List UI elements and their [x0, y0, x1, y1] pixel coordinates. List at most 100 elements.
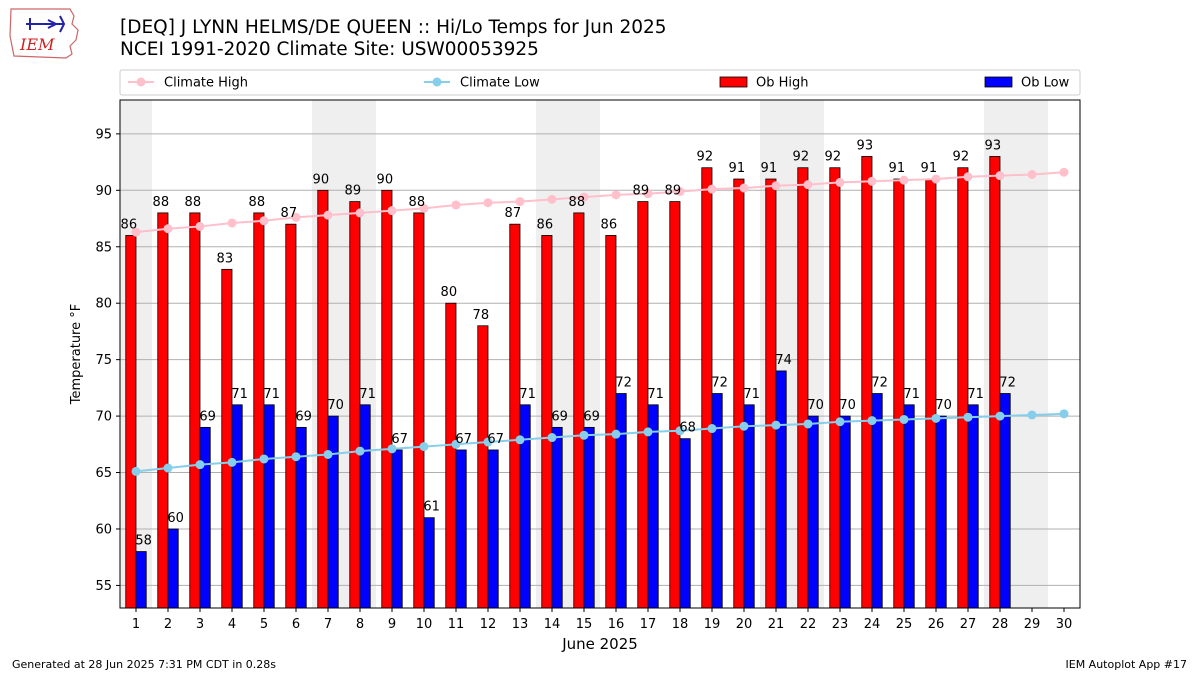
climate-high-line: [135, 171, 1065, 234]
climate-high-point: [131, 227, 141, 237]
x-tick-label: 24: [864, 617, 881, 632]
x-tick-label: 20: [736, 617, 753, 632]
low-value-label: 71: [647, 387, 664, 402]
low-bar: [935, 415, 947, 609]
x-tick-label: 4: [228, 617, 236, 632]
x-tick-label: 7: [324, 617, 332, 632]
footer-generated-text: Generated at 28 Jun 2025 7:31 PM CDT in …: [12, 658, 277, 671]
high-bar: [157, 212, 169, 609]
x-tick-label: 9: [388, 617, 396, 632]
low-bar: [839, 415, 851, 609]
low-bar: [263, 404, 275, 609]
climate-low-point: [1027, 410, 1037, 420]
climate-high-point: [611, 190, 621, 200]
high-value-label: 91: [761, 161, 778, 176]
legend-marker: [136, 77, 146, 87]
climate-high-point: [387, 206, 397, 216]
low-value-label: 71: [967, 387, 984, 402]
high-bar: [669, 201, 681, 609]
x-tick-label: 21: [768, 617, 785, 632]
low-value-label: 69: [295, 409, 312, 424]
y-tick-label: 80: [95, 297, 112, 312]
low-value-label: 61: [423, 500, 440, 515]
high-value-label: 83: [217, 251, 234, 266]
x-tick-label: 5: [260, 617, 268, 632]
low-value-label: 70: [935, 398, 952, 413]
low-value-label: 69: [583, 409, 600, 424]
high-value-label: 90: [313, 172, 330, 187]
climate-high-point: [867, 176, 877, 186]
climate-low-point: [387, 444, 397, 454]
high-bar: [349, 201, 361, 609]
climate-high-point: [675, 186, 685, 196]
legend-swatch: [719, 76, 748, 88]
bar-value-labels: 86 88 88 83 88 87 90 89 90 88 80 78 87 86 88 86 89 89 92 91…: [121, 138, 1016, 548]
high-value-label: 88: [409, 195, 426, 210]
high-bar: [829, 167, 841, 609]
low-value-label: 71: [903, 387, 920, 402]
legend-marker: [432, 77, 442, 87]
climate-high-point: [323, 210, 333, 220]
climate-high-point: [195, 221, 205, 231]
x-tick-label: 12: [480, 617, 497, 632]
low-value-label: 69: [199, 409, 216, 424]
iowa-outline-icon: [9, 8, 79, 59]
climate-high-point: [259, 216, 269, 226]
high-value-label: 93: [857, 138, 874, 153]
climate-low-point: [931, 413, 941, 423]
low-bar: [967, 404, 979, 609]
low-bar: [135, 551, 147, 609]
y-tick-label: 85: [95, 240, 112, 255]
legend-swatch: [984, 76, 1013, 88]
climate-low-point: [803, 419, 813, 429]
high-bar: [381, 189, 393, 609]
x-tick-label: 23: [832, 617, 849, 632]
x-tick-label: 15: [576, 617, 593, 632]
low-value-label: 70: [807, 398, 824, 413]
climate-low-point: [451, 439, 461, 449]
y-tick-label: 55: [95, 579, 112, 594]
climate-low-point: [963, 412, 973, 422]
weather-station-icon: [26, 15, 66, 33]
climate-low-point: [611, 429, 621, 439]
climate-high-point: [707, 184, 717, 194]
y-tick-label: 70: [95, 410, 112, 425]
climate-low-point: [323, 449, 333, 459]
legend-label: Ob High: [756, 76, 809, 91]
x-tick-label: 8: [356, 617, 364, 632]
legend-label: Climate Low: [460, 76, 540, 91]
low-bar: [551, 426, 563, 609]
high-value-label: 89: [665, 184, 682, 199]
x-axis-label: June 2025: [561, 635, 638, 653]
climate-low-point: [995, 411, 1005, 421]
climate-low-point: [643, 427, 653, 437]
legend: Climate High Climate Low Ob High Ob Low: [119, 69, 1081, 96]
low-bar: [679, 438, 691, 609]
x-tick-label: 11: [448, 617, 465, 632]
climate-low-point: [419, 442, 429, 452]
x-tick-label: 16: [608, 617, 625, 632]
x-tick-label: 19: [704, 617, 721, 632]
y-tick-label: 75: [95, 353, 112, 368]
climate-high-point: [451, 200, 461, 210]
climate-low-point: [259, 454, 269, 464]
climate-low-point: [579, 430, 589, 440]
climate-low-point: [675, 426, 685, 436]
plot-frame: [119, 99, 1081, 609]
low-bar: [423, 517, 435, 609]
x-tick-label: 10: [416, 617, 433, 632]
high-value-label: 87: [281, 206, 298, 221]
low-bar: [231, 404, 243, 609]
chart-subtitle: NCEI 1991-2020 Climate Site: USW00053925: [120, 39, 539, 60]
chart-title: [DEQ] J LYNN HELMS/DE QUEEN :: Hi/Lo Tem…: [120, 17, 667, 38]
climate-high-point: [963, 172, 973, 182]
high-bar: [605, 235, 617, 609]
high-value-label: 86: [537, 217, 554, 232]
high-value-label: 91: [921, 161, 938, 176]
x-tick-label: 22: [800, 617, 817, 632]
high-value-label: 87: [505, 206, 522, 221]
logo-text: IEM: [19, 35, 55, 54]
climate-high-point: [1027, 170, 1037, 180]
x-tick-label: 3: [196, 617, 204, 632]
